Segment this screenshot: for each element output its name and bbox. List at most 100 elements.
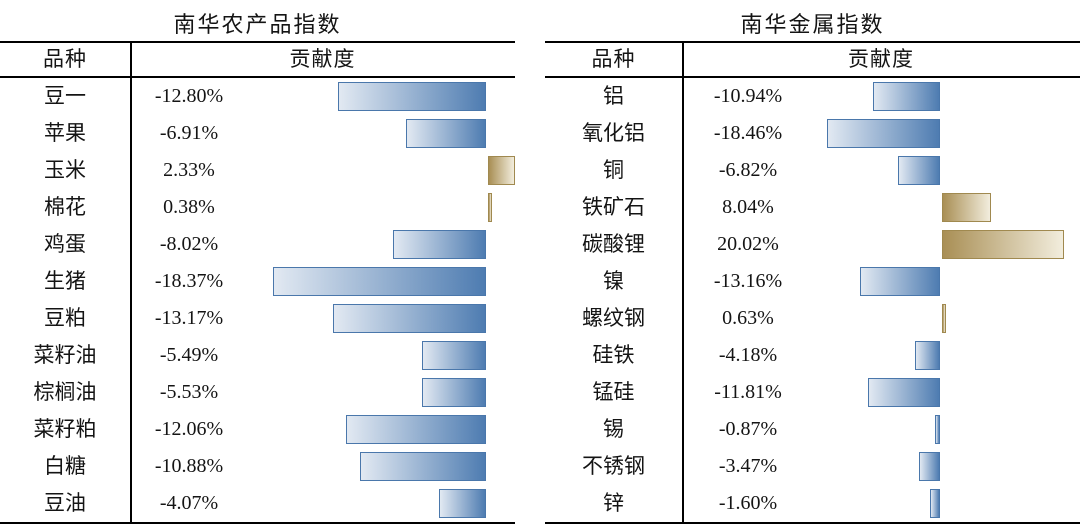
variety-label: 铜 [603,158,624,182]
variety-label: 螺纹钢 [582,306,645,330]
contribution-bar [346,415,486,444]
contribution-bar [273,267,486,296]
variety-label: 镍 [603,269,624,293]
table-row: 豆一 -12.80% [0,78,515,115]
variety-label: 铁矿石 [582,195,645,219]
table-row: 生猪 -18.37% [0,263,515,300]
header-bottom-rule [0,76,515,78]
contribution-bar [488,156,515,185]
variety-label: 生猪 [44,269,86,293]
contribution-bar [935,415,940,444]
table-row: 螺纹钢 0.63% [545,300,1080,337]
table-row: 碳酸锂 20.02% [545,226,1080,263]
contribution-bar [868,378,940,407]
table-title: 南华金属指数 [740,12,885,37]
table-row: 铜 -6.82% [545,152,1080,189]
header-row: 品种 贡献度 [545,43,1080,76]
contribution-bar [930,489,940,518]
contribution-bar [439,489,486,518]
variety-label: 碳酸锂 [582,232,645,256]
contribution-value: -10.88% [154,455,224,477]
variety-label: 氧化铝 [582,121,645,145]
table-row: 硅铁 -4.18% [545,337,1080,374]
contribution-bar [422,341,486,370]
contribution-value: -11.81% [714,381,782,403]
table-body: 豆一 -12.80% 苹果 -6.91% 玉米 2.33% 棉花 0.38% 鸡蛋 -8.02% 生… [0,78,515,522]
bottom-rule [545,522,1080,524]
metals-index-table: 南华金属指数 品种 贡献度 铝 -10.94% 氧化铝 -18.46% 铜 -6.82% 铁… [545,0,1080,530]
contribution-value: -13.16% [713,270,783,292]
contribution-value: -13.17% [154,307,224,329]
contribution-value: 0.38% [163,196,215,218]
column-divider [682,41,684,524]
column-header-contribution: 贡献度 [289,47,356,71]
top-rule [0,41,515,43]
table-row: 锰硅 -11.81% [545,374,1080,411]
contribution-value: -12.80% [154,85,224,107]
top-rule [545,41,1080,43]
variety-label: 棉花 [44,195,86,219]
column-divider [130,41,132,524]
contribution-bar [827,119,940,148]
table-row: 豆油 -4.07% [0,485,515,522]
table-row: 菜籽粕 -12.06% [0,411,515,448]
contribution-bar [915,341,940,370]
contribution-bar [393,230,486,259]
contribution-value: -0.87% [718,418,778,440]
contribution-bar [406,119,486,148]
contribution-value: -3.47% [718,455,778,477]
table-row: 铝 -10.94% [545,78,1080,115]
table-title: 南华农产品指数 [173,12,342,37]
contribution-value: -6.91% [159,122,219,144]
table-row: 苹果 -6.91% [0,115,515,152]
contribution-bar [942,230,1064,259]
contribution-bar [942,193,991,222]
table-row: 氧化铝 -18.46% [545,115,1080,152]
table-row: 镍 -13.16% [545,263,1080,300]
table-row: 棉花 0.38% [0,189,515,226]
contribution-value: 8.04% [722,196,774,218]
variety-label: 硅铁 [592,343,635,367]
contribution-value: 2.33% [163,159,215,181]
contribution-bar [333,304,486,333]
contribution-value: -4.07% [159,492,219,514]
contribution-value: -5.53% [159,381,219,403]
variety-label: 玉米 [44,158,86,182]
variety-label: 菜籽油 [33,343,97,367]
variety-label: 豆一 [44,84,86,108]
contribution-value: -18.37% [154,270,224,292]
variety-label: 锰硅 [592,380,635,404]
table-row: 棕榈油 -5.53% [0,374,515,411]
bottom-rule [0,522,515,524]
contribution-value: -12.06% [154,418,224,440]
variety-label: 苹果 [44,121,86,145]
contribution-value: -8.02% [159,233,219,255]
contribution-value: -6.82% [718,159,778,181]
column-header-variety: 品种 [591,47,636,71]
variety-label: 锌 [603,491,624,515]
variety-label: 铝 [603,84,624,108]
contribution-bar [898,156,940,185]
agri-products-index-table: 南华农产品指数 品种 贡献度 豆一 -12.80% 苹果 -6.91% 玉米 2.33% 棉… [0,0,515,530]
table-row: 菜籽油 -5.49% [0,337,515,374]
contribution-value: 20.02% [717,233,779,255]
variety-label: 鸡蛋 [44,232,86,256]
contribution-value: 0.63% [722,307,774,329]
table-row: 锌 -1.60% [545,485,1080,522]
contribution-value: -10.94% [713,85,783,107]
contribution-bar [422,378,486,407]
table-row: 白糖 -10.88% [0,448,515,485]
contribution-value: -18.46% [713,122,783,144]
header-row: 品种 贡献度 [0,43,515,76]
variety-label: 菜籽粕 [33,417,97,441]
variety-label: 锡 [603,417,624,441]
contribution-bar [860,267,940,296]
table-row: 锡 -0.87% [545,411,1080,448]
variety-label: 豆油 [44,491,86,515]
variety-label: 豆粕 [44,306,86,330]
contribution-bar [338,82,486,111]
table-row: 鸡蛋 -8.02% [0,226,515,263]
contribution-value: -1.60% [718,492,778,514]
variety-label: 白糖 [44,454,86,478]
contribution-value: -5.49% [159,344,219,366]
